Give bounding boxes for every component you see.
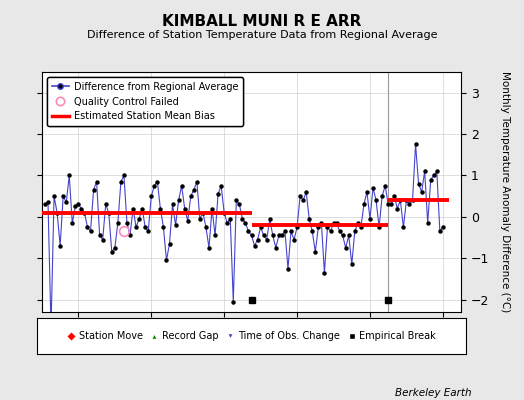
- Legend: Station Move, Record Gap, Time of Obs. Change, Empirical Break: Station Move, Record Gap, Time of Obs. C…: [63, 327, 440, 345]
- Y-axis label: Monthly Temperature Anomaly Difference (°C): Monthly Temperature Anomaly Difference (…: [500, 71, 510, 313]
- Text: KIMBALL MUNI R E ARR: KIMBALL MUNI R E ARR: [162, 14, 362, 29]
- Text: Difference of Station Temperature Data from Regional Average: Difference of Station Temperature Data f…: [87, 30, 437, 40]
- Text: Berkeley Earth: Berkeley Earth: [395, 388, 472, 398]
- Legend: Difference from Regional Average, Quality Control Failed, Estimated Station Mean: Difference from Regional Average, Qualit…: [47, 77, 243, 126]
